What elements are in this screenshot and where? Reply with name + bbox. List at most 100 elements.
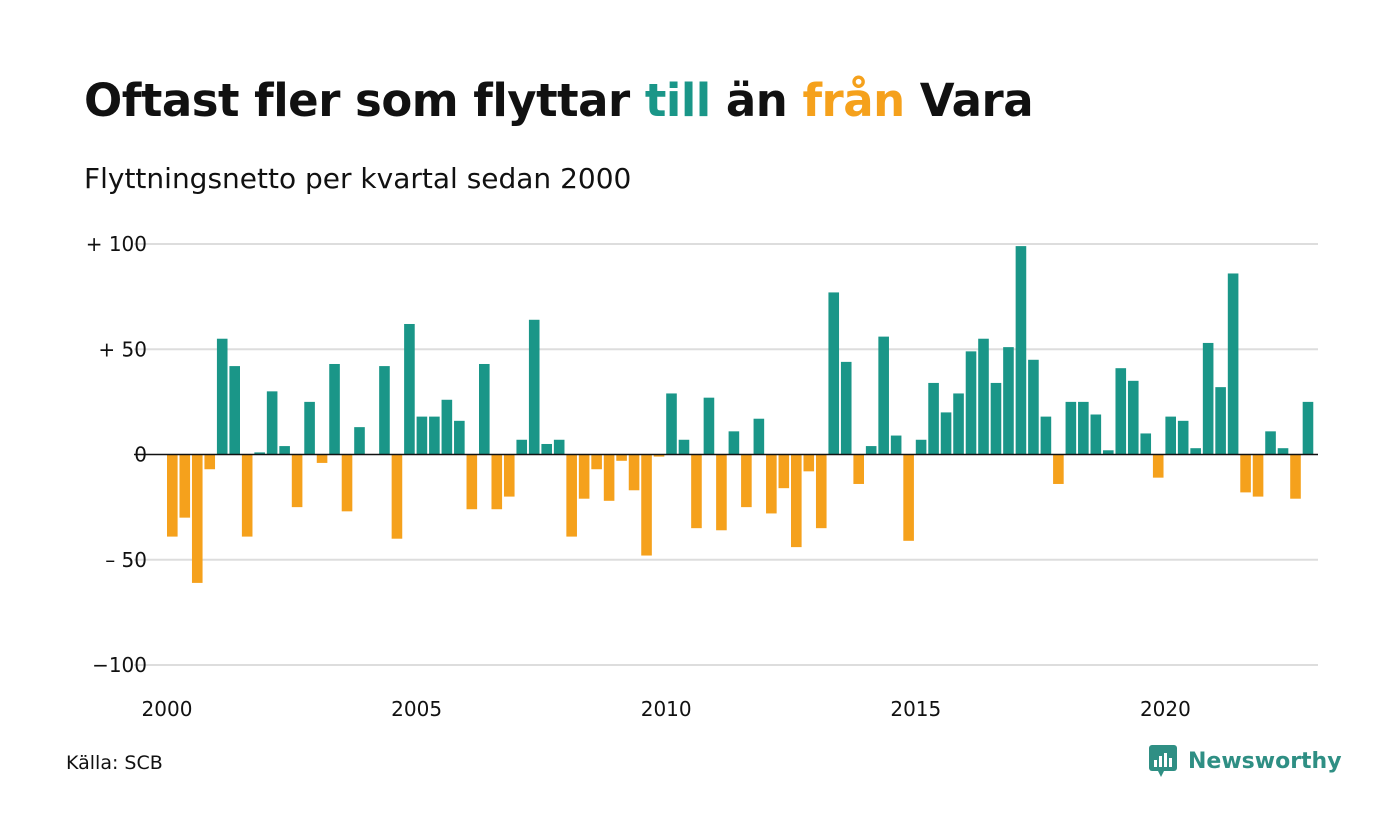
bar [990,382,1002,455]
bar [354,427,365,455]
bar [903,454,914,541]
bar [1202,342,1214,455]
bar [304,401,315,455]
bar [691,454,702,529]
bar [915,439,927,455]
bar [716,454,727,531]
bar [728,431,740,455]
bar [329,363,340,455]
bar [603,454,615,501]
bar [216,338,228,455]
bar [1078,401,1089,455]
title-part3: Vara [904,74,1034,127]
bar [953,393,964,455]
bar [167,454,178,537]
bar [753,418,765,455]
bar [1015,246,1027,455]
grid-lines [134,243,1318,666]
bar [666,393,677,455]
bar [1215,387,1226,455]
bar [516,439,528,455]
bar [503,454,515,497]
bar [466,454,478,510]
bar [578,454,590,499]
bar [890,435,902,455]
bar [1115,368,1127,455]
bar [566,454,577,537]
bar [978,338,989,455]
bar [1090,414,1102,455]
bar [291,454,303,508]
bar [1165,416,1176,455]
bar [404,323,415,455]
bar [266,391,278,455]
source-note: Källa: SCB [66,752,163,774]
bar [628,454,640,491]
bar [1252,454,1264,497]
bar [616,454,627,461]
bar [254,452,265,455]
bar [778,454,790,489]
bar [279,446,290,455]
bar [1177,420,1189,455]
bar [191,454,203,583]
bar [928,382,939,455]
bar [853,454,864,484]
bar [229,366,240,455]
bar [766,454,777,514]
newsworthy-icon [1149,745,1177,777]
bar [1053,454,1064,484]
bar [241,454,253,537]
x-tick-label: 2005 [391,697,442,721]
bar [1140,433,1152,455]
bar [1065,401,1077,455]
bar [791,454,802,548]
bar [678,439,690,455]
bar [316,454,328,463]
x-tick-label: 2000 [142,697,193,721]
bar [391,454,403,539]
bar [1003,347,1014,455]
bar [703,397,715,455]
y-tick-label: + 50 [98,337,147,361]
bar [803,454,815,472]
bar [204,454,216,470]
x-tick-label: 2020 [1140,697,1191,721]
bar [553,439,565,455]
bar [1152,454,1164,478]
bar [429,416,440,455]
chart-title: Oftast fler som flyttar till än från Var… [84,74,1034,127]
x-tick-label: 2010 [641,697,692,721]
bar [341,454,353,512]
bar [1265,431,1276,455]
bar [1127,380,1139,455]
bar [1240,454,1251,493]
bar [541,443,552,455]
bar [1302,401,1314,455]
y-tick-label: + 100 [86,232,147,256]
bar [528,319,540,455]
bar [441,399,453,455]
title-part1: Oftast fler som flyttar [84,74,645,127]
bar [1103,450,1114,455]
bar [865,446,877,455]
y-tick-label: −100 [92,653,147,677]
bar [878,336,889,455]
bar [1227,273,1239,455]
title-fran: från [802,74,905,127]
chart-subtitle: Flyttningsnetto per kvartal sedan 2000 [84,162,632,195]
bar [454,420,465,455]
x-tick-label: 2015 [890,697,941,721]
bar [179,454,191,518]
bar [815,454,827,529]
bar [591,454,602,470]
bar [828,292,840,455]
title-part2: än [710,74,803,127]
bar [741,454,752,508]
bar [840,361,852,455]
bar [416,416,428,455]
brand-name: Newsworthy [1188,748,1342,774]
bar [1290,454,1301,499]
